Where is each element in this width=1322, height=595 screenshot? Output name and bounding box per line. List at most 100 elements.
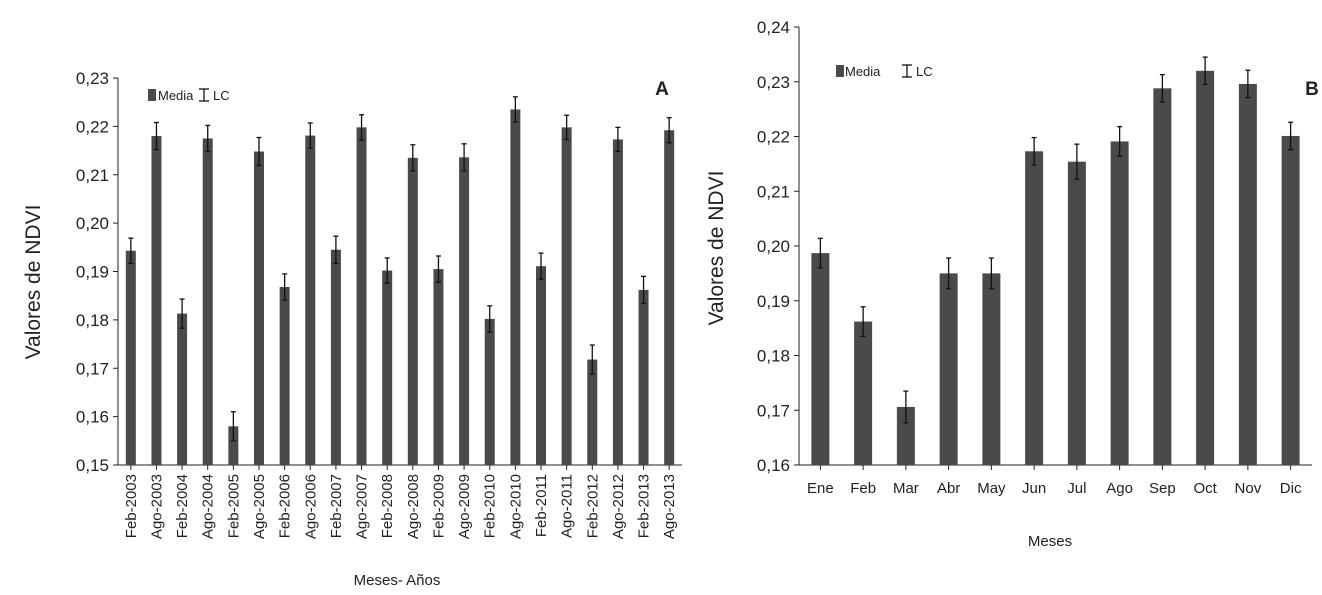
error-bar xyxy=(359,114,365,141)
bar xyxy=(459,157,470,465)
error-bar xyxy=(512,96,518,123)
error-bar xyxy=(860,306,866,337)
bar xyxy=(177,313,188,465)
y-tick-label: 0,22 xyxy=(757,128,790,147)
error-bar xyxy=(384,257,390,284)
x-tick-label: Ago-2010 xyxy=(507,474,524,539)
x-tick-label: Abr xyxy=(937,480,960,497)
bar xyxy=(279,286,290,465)
legend-ci-swatch xyxy=(902,64,912,78)
y-axis-title: Valores de NDVI xyxy=(22,205,45,360)
error-bar xyxy=(817,237,823,269)
x-tick-label: Nov xyxy=(1235,480,1262,497)
x-tick-label: Ago-2011 xyxy=(559,474,576,538)
error-bar xyxy=(410,144,416,172)
error-bar xyxy=(564,114,570,141)
error-bar xyxy=(1074,143,1080,180)
error-bar xyxy=(589,344,595,375)
error-bar xyxy=(487,305,493,333)
legend-mean-swatch xyxy=(148,89,156,101)
chart-panel-b: Valores de NDVI Meses B Media LC 0,16 0,1… xyxy=(705,18,1319,550)
x-tick-label: Feb-2010 xyxy=(482,474,499,538)
error-bar xyxy=(1117,125,1123,157)
bar xyxy=(382,270,393,465)
bar xyxy=(202,138,213,465)
panel-label: A xyxy=(655,79,669,100)
error-bar xyxy=(903,390,909,424)
error-bar xyxy=(256,136,262,167)
legend: Media LC xyxy=(148,88,230,103)
error-bar xyxy=(461,143,467,172)
x-tick-label: Ago xyxy=(1106,480,1133,497)
bar xyxy=(510,109,521,465)
bar xyxy=(638,289,649,465)
bar xyxy=(612,139,623,465)
error-bar xyxy=(282,273,288,301)
x-tick-label: Feb-2011 xyxy=(533,474,550,537)
error-bar xyxy=(615,126,621,153)
y-tick-label: 0,23 xyxy=(757,73,790,92)
x-tick-label: Jul xyxy=(1067,480,1086,497)
bar xyxy=(407,157,418,465)
x-tick-label: Feb-2013 xyxy=(636,474,653,538)
y-tick-label: 0,17 xyxy=(76,359,109,378)
error-bar xyxy=(1288,121,1294,151)
y-tick-label: 0,23 xyxy=(76,69,109,88)
bar xyxy=(1153,88,1172,465)
bar xyxy=(1238,83,1257,465)
x-tick-label: Feb xyxy=(850,480,876,497)
x-tick-label: Ago-2006 xyxy=(302,474,319,539)
x-tick-label: Mar xyxy=(893,480,919,497)
x-tick-label: Ago-2004 xyxy=(200,474,217,539)
x-axis-title: Meses- Años xyxy=(354,572,441,589)
error-bar xyxy=(435,255,441,283)
bar xyxy=(254,151,264,465)
y-tick-label: 0,20 xyxy=(76,214,109,233)
legend: Media LC xyxy=(836,64,933,79)
x-tick-label: Ago-2003 xyxy=(148,474,165,539)
error-bar xyxy=(205,124,211,153)
x-tick-label: Feb-2006 xyxy=(277,474,294,538)
bar xyxy=(587,359,598,465)
error-bar xyxy=(179,298,185,329)
y-tick-label: 0,22 xyxy=(76,117,109,136)
bar xyxy=(305,135,316,465)
bar xyxy=(982,273,1001,465)
y-tick-label: 0,18 xyxy=(76,311,109,330)
bar xyxy=(125,250,136,465)
y-tick-label: 0,16 xyxy=(76,408,109,427)
bar xyxy=(1110,141,1129,466)
x-tick-label: Oct xyxy=(1193,480,1217,497)
legend-ci-label: LC xyxy=(916,64,933,79)
error-bar xyxy=(128,237,134,264)
bar xyxy=(433,269,444,465)
x-tick-label: Feb-2008 xyxy=(379,474,396,538)
x-axis-title: Meses xyxy=(1028,533,1072,550)
error-bar xyxy=(1202,56,1208,86)
error-bar xyxy=(333,235,339,264)
error-bar xyxy=(666,117,672,144)
y-tick-label: 0,19 xyxy=(76,263,109,282)
x-tick-label: Feb-2012 xyxy=(584,474,601,538)
bar xyxy=(228,426,239,465)
legend-mean-swatch xyxy=(836,65,844,77)
y-tick-label: 0,19 xyxy=(757,292,790,311)
y-tick-label: 0,21 xyxy=(757,182,790,201)
y-tick-label: 0,18 xyxy=(757,347,790,366)
y-tick-label: 0,20 xyxy=(757,237,790,256)
x-tick-label: Ago-2008 xyxy=(405,474,422,539)
x-tick-label: Ago-2009 xyxy=(456,474,473,539)
bar xyxy=(330,249,341,465)
x-tick-label: Feb-2007 xyxy=(328,474,345,538)
x-tick-label: Ene xyxy=(807,480,834,497)
error-bar xyxy=(1031,136,1037,166)
x-tick-label: May xyxy=(977,480,1006,497)
legend-mean-label: Media xyxy=(845,64,881,79)
error-bar xyxy=(230,411,236,442)
x-tick-label: Ago-2013 xyxy=(661,474,678,539)
x-tick-label: Feb-2005 xyxy=(225,474,242,538)
error-bar xyxy=(307,122,313,149)
bar xyxy=(811,253,830,465)
bar xyxy=(151,136,162,466)
bar xyxy=(896,406,915,465)
